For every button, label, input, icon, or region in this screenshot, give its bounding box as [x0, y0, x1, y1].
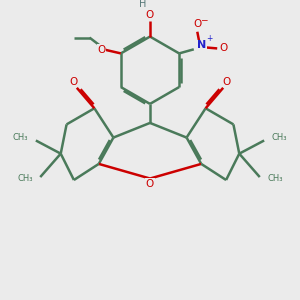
Text: O: O: [69, 77, 77, 87]
Text: H: H: [139, 0, 146, 9]
Text: CH₃: CH₃: [13, 133, 28, 142]
Text: CH₃: CH₃: [267, 174, 283, 183]
Text: O: O: [193, 20, 201, 29]
Text: O: O: [220, 44, 228, 53]
Text: O: O: [97, 45, 105, 55]
Text: O: O: [223, 77, 231, 87]
Text: N: N: [197, 40, 207, 50]
Text: +: +: [206, 34, 213, 43]
Text: O: O: [146, 179, 154, 189]
Text: O: O: [146, 10, 154, 20]
Text: −: −: [200, 15, 208, 24]
Text: CH₃: CH₃: [272, 133, 287, 142]
Text: CH₃: CH₃: [17, 174, 33, 183]
